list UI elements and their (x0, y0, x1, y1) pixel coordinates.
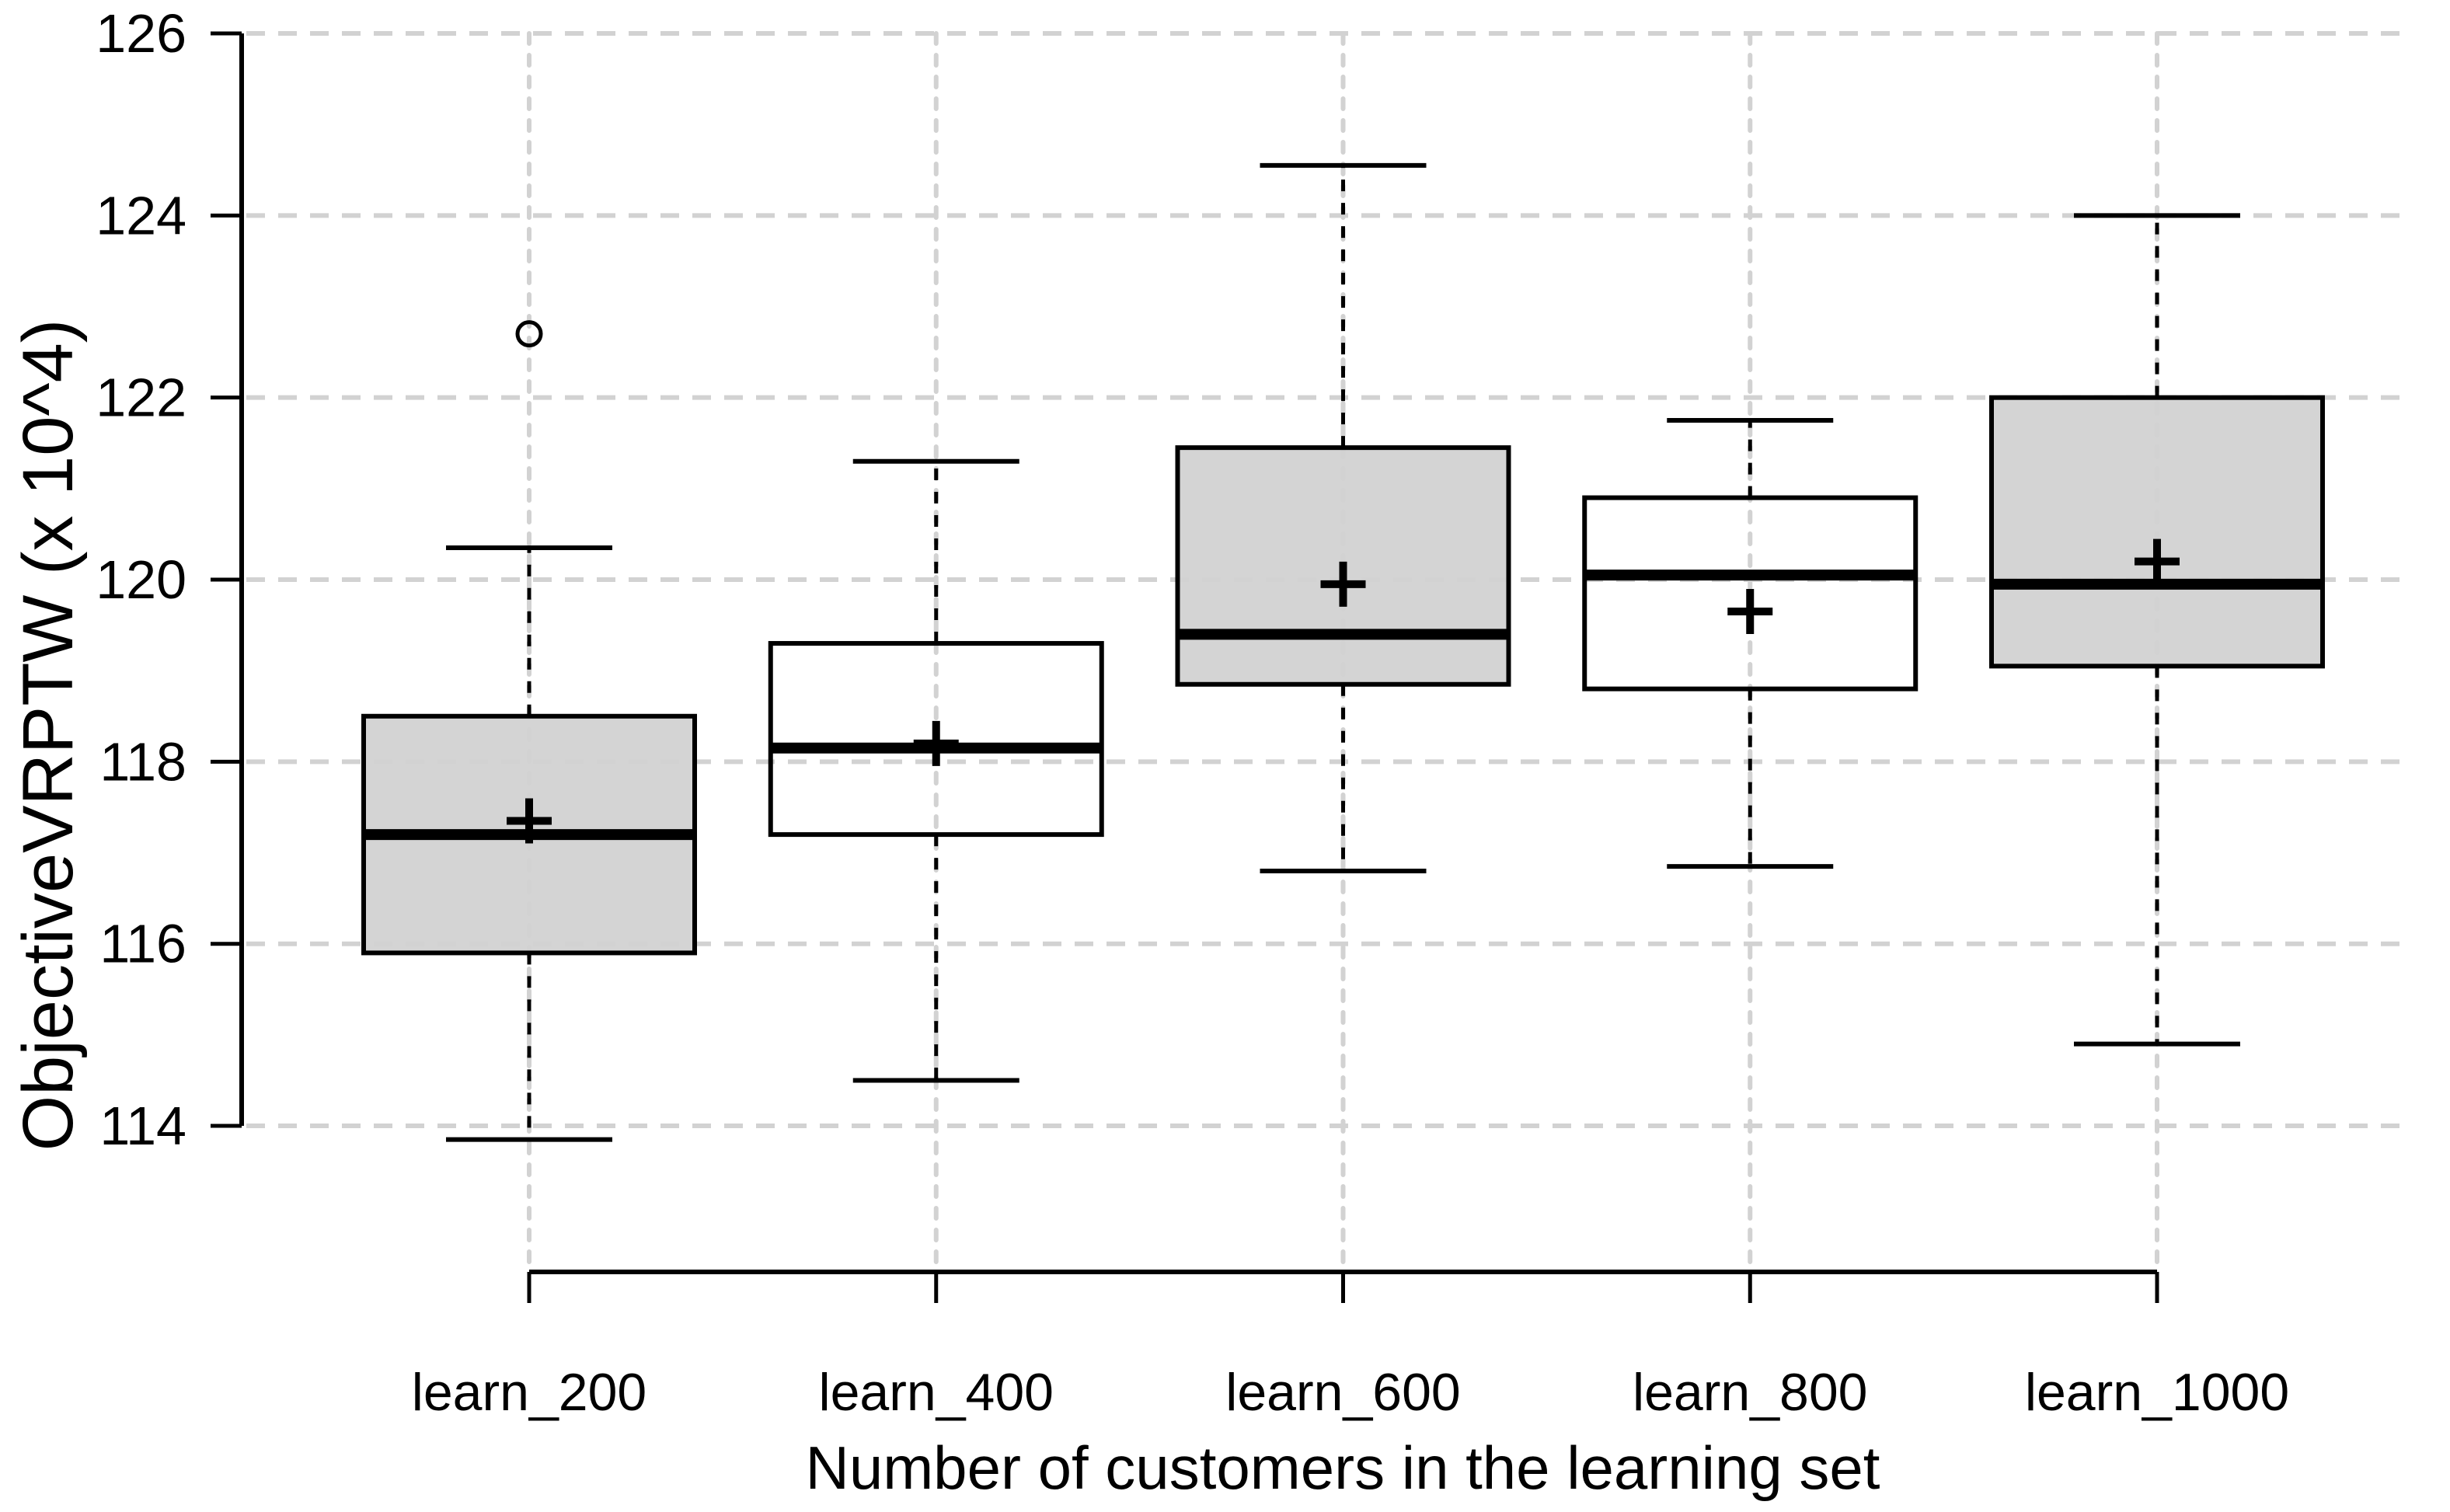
y-tick-label-114: 114 (99, 1096, 186, 1156)
box-border-learn_800 (1582, 495, 1919, 692)
y-tick-label-124: 124 (96, 185, 186, 246)
x-tick-label-learn_600: learn_600 (1225, 1363, 1460, 1422)
y-tick-label-118: 118 (99, 731, 186, 792)
outlier-learn_200-0 (515, 320, 543, 348)
x-tick-label-learn_200: learn_200 (412, 1363, 646, 1422)
y-tick-label-126: 126 (96, 3, 186, 64)
box-border-learn_1000 (1989, 395, 2325, 669)
y-tick-label-122: 122 (96, 368, 186, 428)
box-border-learn_400 (768, 641, 1104, 838)
y-tick-label-120: 120 (96, 549, 186, 610)
y-tick-label-116: 116 (99, 914, 186, 974)
box-border-learn_600 (1175, 445, 1511, 687)
x-tick-label-learn_800: learn_800 (1633, 1363, 1867, 1422)
y-axis-title: ObjectiveVRPTW (x 10^4) (9, 319, 88, 1151)
x-tick-label-learn_400: learn_400 (819, 1363, 1054, 1422)
x-axis-title: Number of customers in the learning set (806, 1434, 1880, 1502)
x-tick-label-learn_1000: learn_1000 (2025, 1363, 2289, 1422)
